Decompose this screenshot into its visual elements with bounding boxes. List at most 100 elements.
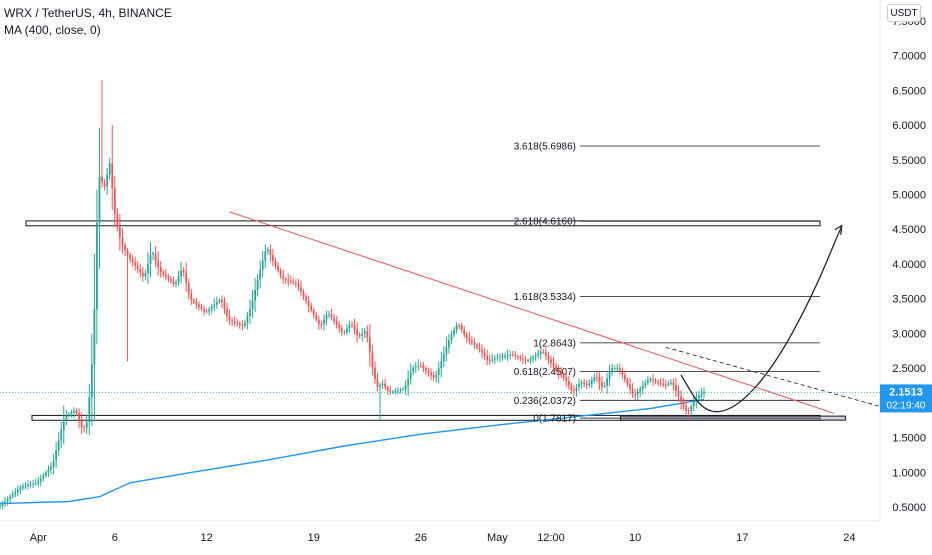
candle [547, 351, 550, 364]
candle-body [236, 322, 239, 324]
candle-body [397, 390, 399, 392]
candle [585, 379, 588, 390]
candle [108, 157, 111, 180]
candle [60, 421, 63, 449]
candle-body [366, 331, 369, 338]
candle [606, 372, 608, 394]
candle [19, 484, 22, 495]
time-tick-label: 24 [843, 532, 855, 544]
candle-body [399, 389, 402, 391]
candle-body [274, 260, 277, 266]
candle [555, 362, 557, 373]
candle-body [578, 383, 580, 388]
candle-body [603, 385, 606, 387]
candle-body [506, 355, 509, 357]
candle [11, 490, 14, 499]
candle [164, 269, 167, 281]
candle [588, 379, 591, 389]
candle-body [210, 306, 213, 310]
candle [141, 266, 144, 282]
indicator-legend[interactable]: MA (400, close, 0) [4, 23, 101, 37]
candle [88, 383, 91, 436]
candle [300, 280, 302, 296]
trendlines-layer [229, 211, 881, 414]
candle-body [639, 388, 642, 392]
candle [598, 372, 601, 390]
candle [231, 317, 234, 326]
candle-body [460, 325, 463, 330]
candle [478, 342, 481, 353]
candle [162, 269, 165, 278]
candle-body [108, 163, 111, 175]
candle-body [496, 357, 499, 359]
candle-body [644, 382, 647, 386]
candle [129, 252, 131, 264]
candle [83, 424, 86, 433]
candle [39, 474, 42, 487]
candle-body [580, 382, 583, 384]
time-tick-label: 19 [308, 532, 320, 544]
candle-body [205, 311, 208, 313]
candle-body [297, 284, 300, 288]
candle [124, 242, 126, 256]
fib-label-6: 3.618(5.6986) [514, 141, 576, 152]
candle [682, 397, 685, 411]
candle [496, 353, 499, 362]
candle [649, 376, 652, 383]
candle-body [417, 365, 420, 367]
candle-body [621, 370, 624, 376]
time-tick-label: 26 [415, 532, 427, 544]
candle [274, 257, 277, 269]
candle-body [590, 380, 593, 384]
candle [353, 318, 356, 335]
candle-body [593, 376, 596, 381]
candle-body [672, 382, 675, 385]
candle-body [345, 328, 348, 332]
candle [333, 313, 336, 325]
candle [624, 370, 626, 383]
time-tick-label: 12:00 [537, 532, 565, 544]
price-tick-label: 6.0000 [892, 120, 926, 132]
candle-body [218, 299, 221, 303]
candle [506, 349, 509, 362]
candle-body [519, 357, 522, 359]
candle [488, 354, 491, 365]
currency-button[interactable]: USDT [887, 4, 921, 22]
candle [187, 278, 190, 300]
price-tick-label: 5.5000 [892, 155, 926, 167]
candle [180, 262, 183, 284]
candle-body [317, 319, 320, 325]
candle [67, 411, 70, 418]
candle [226, 302, 228, 322]
price-tick-label: 4.0000 [892, 259, 926, 271]
candle [519, 354, 522, 361]
candle-body [11, 494, 14, 497]
candle-body [175, 281, 177, 284]
candle-body [613, 368, 616, 370]
candle [238, 321, 241, 329]
moving-average-layer [0, 398, 705, 505]
candle [636, 388, 639, 401]
candle-body [228, 316, 231, 321]
candle-body [50, 466, 52, 470]
fib-label-3: 1(2.8643) [533, 338, 576, 349]
candle [221, 295, 223, 309]
candle-body [407, 378, 410, 386]
candle [460, 322, 463, 333]
candle-body [169, 279, 172, 282]
candle [501, 353, 504, 361]
candle [210, 304, 213, 314]
candle-body [180, 270, 183, 277]
candle-body [384, 383, 387, 388]
candle [93, 254, 96, 420]
candle [644, 379, 647, 389]
candle-body [187, 283, 190, 294]
candle-body [652, 379, 654, 381]
candle-body [636, 391, 639, 395]
candle-body [78, 413, 80, 421]
candle [509, 350, 512, 360]
time-tick-label: May [487, 532, 508, 544]
candle [345, 323, 348, 335]
